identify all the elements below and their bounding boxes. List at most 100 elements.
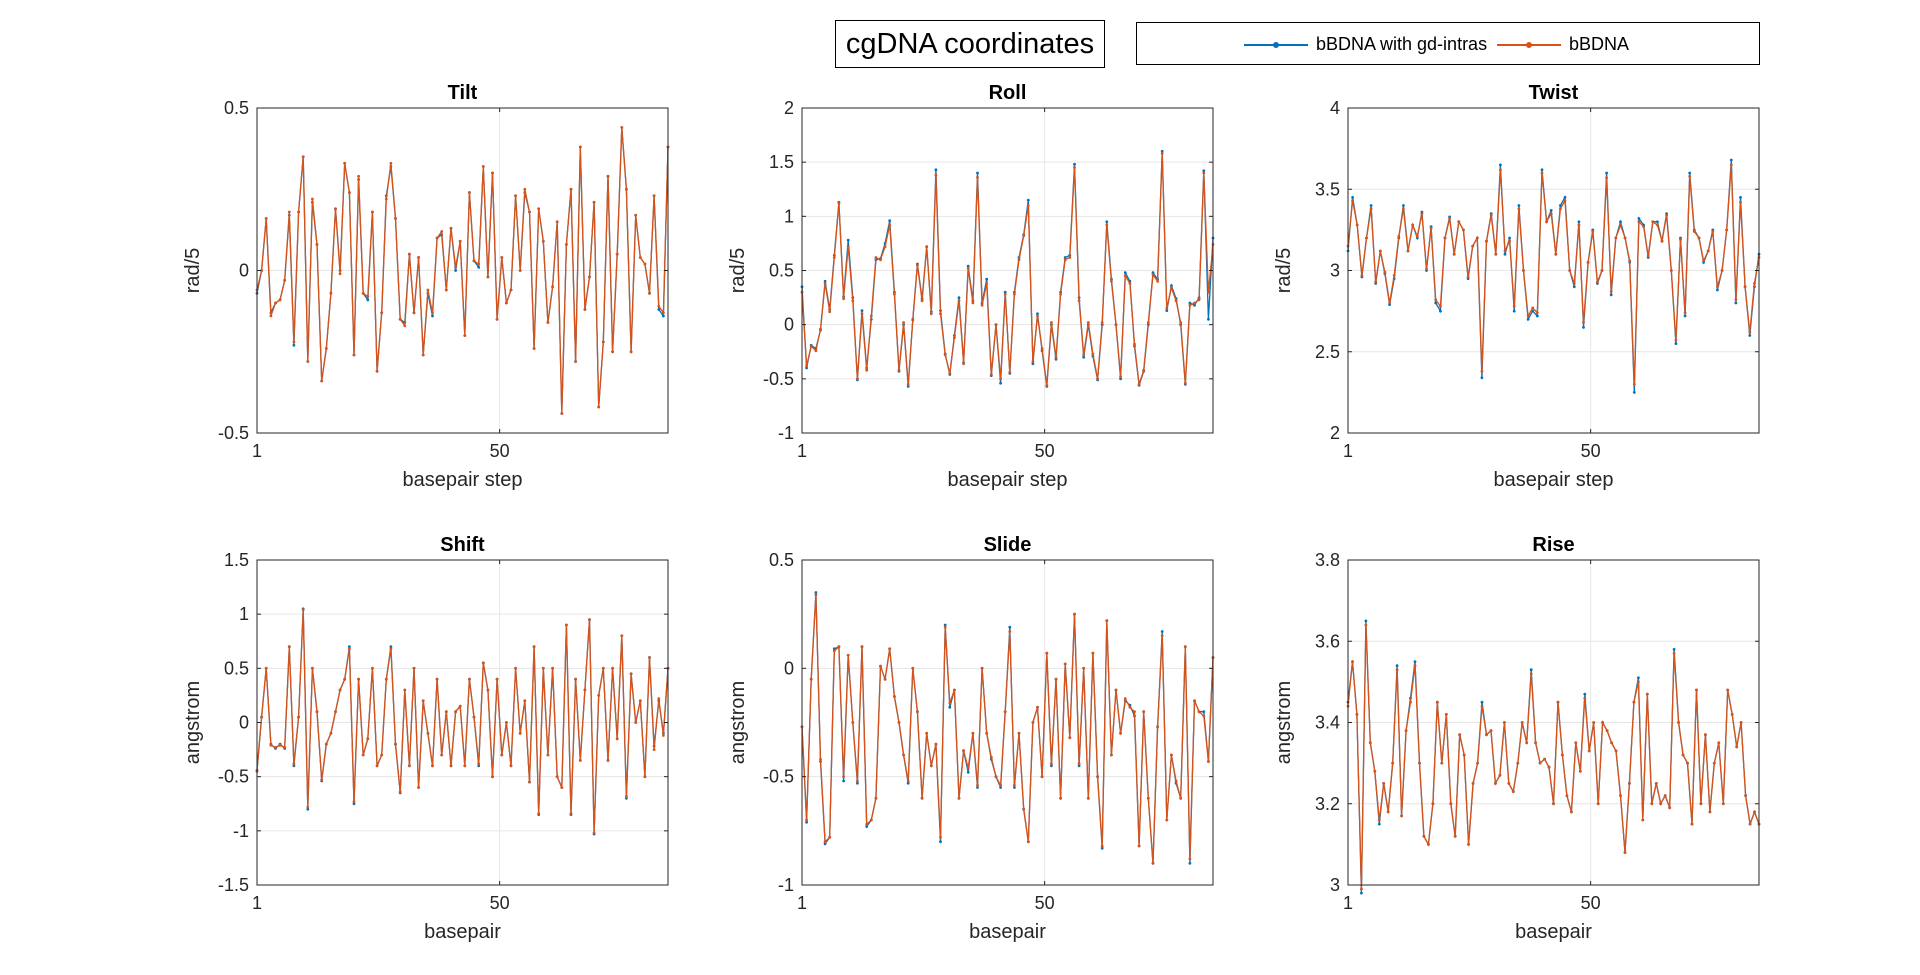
data-point [1656,223,1659,227]
data-point [934,173,938,177]
data-point [1529,672,1533,676]
data-point [588,618,591,621]
data-point [1517,204,1521,207]
data-point [860,309,864,312]
data-point [334,207,337,211]
data-point [555,775,559,779]
data-point [920,299,924,303]
axes-title: Rise [1532,534,1574,556]
data-point [1420,212,1424,216]
data-point [601,340,605,344]
data-point [1040,775,1044,779]
data-point [906,385,910,388]
data-point [1351,196,1354,199]
data-point [842,775,845,779]
data-point [426,288,430,292]
data-point [999,377,1002,381]
data-point [1574,741,1578,745]
data-point [1744,794,1747,797]
data-point [1475,236,1479,240]
data-point [657,308,661,311]
y-axis-label: rad/5 [182,248,204,294]
data-point [634,721,638,724]
data-point [1507,782,1511,785]
data-point [398,790,402,794]
data-point [1646,254,1650,258]
data-point [1360,274,1364,277]
data-point [1600,269,1604,272]
data-point [948,701,952,705]
data-point [1146,796,1150,800]
legend-entry-series2: bBDNA [1497,23,1629,66]
data-point [823,282,827,285]
data-point [1086,321,1090,324]
data-point [1050,762,1053,766]
data-point [264,666,268,670]
data-point [565,243,568,246]
data-point [1110,753,1113,757]
data-point [1641,818,1645,822]
data-point [1082,353,1086,357]
data-point [1096,775,1099,779]
data-point [1637,217,1641,220]
data-point [1485,239,1488,243]
data-point [398,317,402,321]
data-point [1351,660,1354,663]
data-point [1679,238,1682,242]
data-point [929,764,933,768]
data-point [528,780,531,784]
x-axis-label: basepair step [402,469,522,491]
data-point [394,217,397,220]
data-point [1582,321,1585,324]
data-point [1729,158,1733,162]
x-tick-label: 1 [1343,893,1353,913]
data-point [1526,317,1530,321]
data-point [1395,664,1399,667]
data-point [1725,228,1729,232]
data-point [1431,802,1435,806]
data-point [1735,745,1739,749]
data-point [1683,311,1687,315]
data-point [569,812,573,815]
data-point [1368,741,1372,745]
data-point [1543,757,1546,761]
axes-title: Roll [989,82,1027,104]
data-point [874,796,878,800]
data-point [324,347,328,350]
data-point [1642,225,1645,229]
y-tick-label: -0.5 [218,767,249,787]
data-point [1586,261,1590,264]
data-point [555,220,559,224]
data-point [1525,741,1529,745]
data-point [1535,314,1539,318]
data-point [625,794,628,798]
data-point [1077,299,1081,303]
x-tick-label: 50 [490,441,510,461]
data-point [1623,851,1627,854]
data-point [1753,282,1756,285]
data-point [1610,741,1613,745]
data-point [491,171,494,175]
legend-swatch-series1 [1244,41,1308,48]
data-point [1082,355,1086,359]
data-point [500,753,504,757]
data-point [1165,307,1169,310]
data-point [805,364,808,368]
data-point [1100,321,1104,324]
data-point [1480,700,1484,704]
data-point [1364,623,1368,627]
chart-panel-tilt: -0.5 0 0.5 1 50 Tilt basepair step rad/5 [182,82,670,491]
data-point [1364,619,1368,623]
data-point [648,656,651,659]
data-point [500,256,504,259]
data-point [1128,705,1132,709]
data-point [634,213,638,217]
data-point [1632,391,1636,394]
data-point [601,666,605,670]
data-point [662,314,665,318]
data-point [583,308,587,311]
data-point [329,731,333,735]
data-point [629,350,633,354]
data-point [1494,252,1498,256]
data-point [814,349,818,353]
